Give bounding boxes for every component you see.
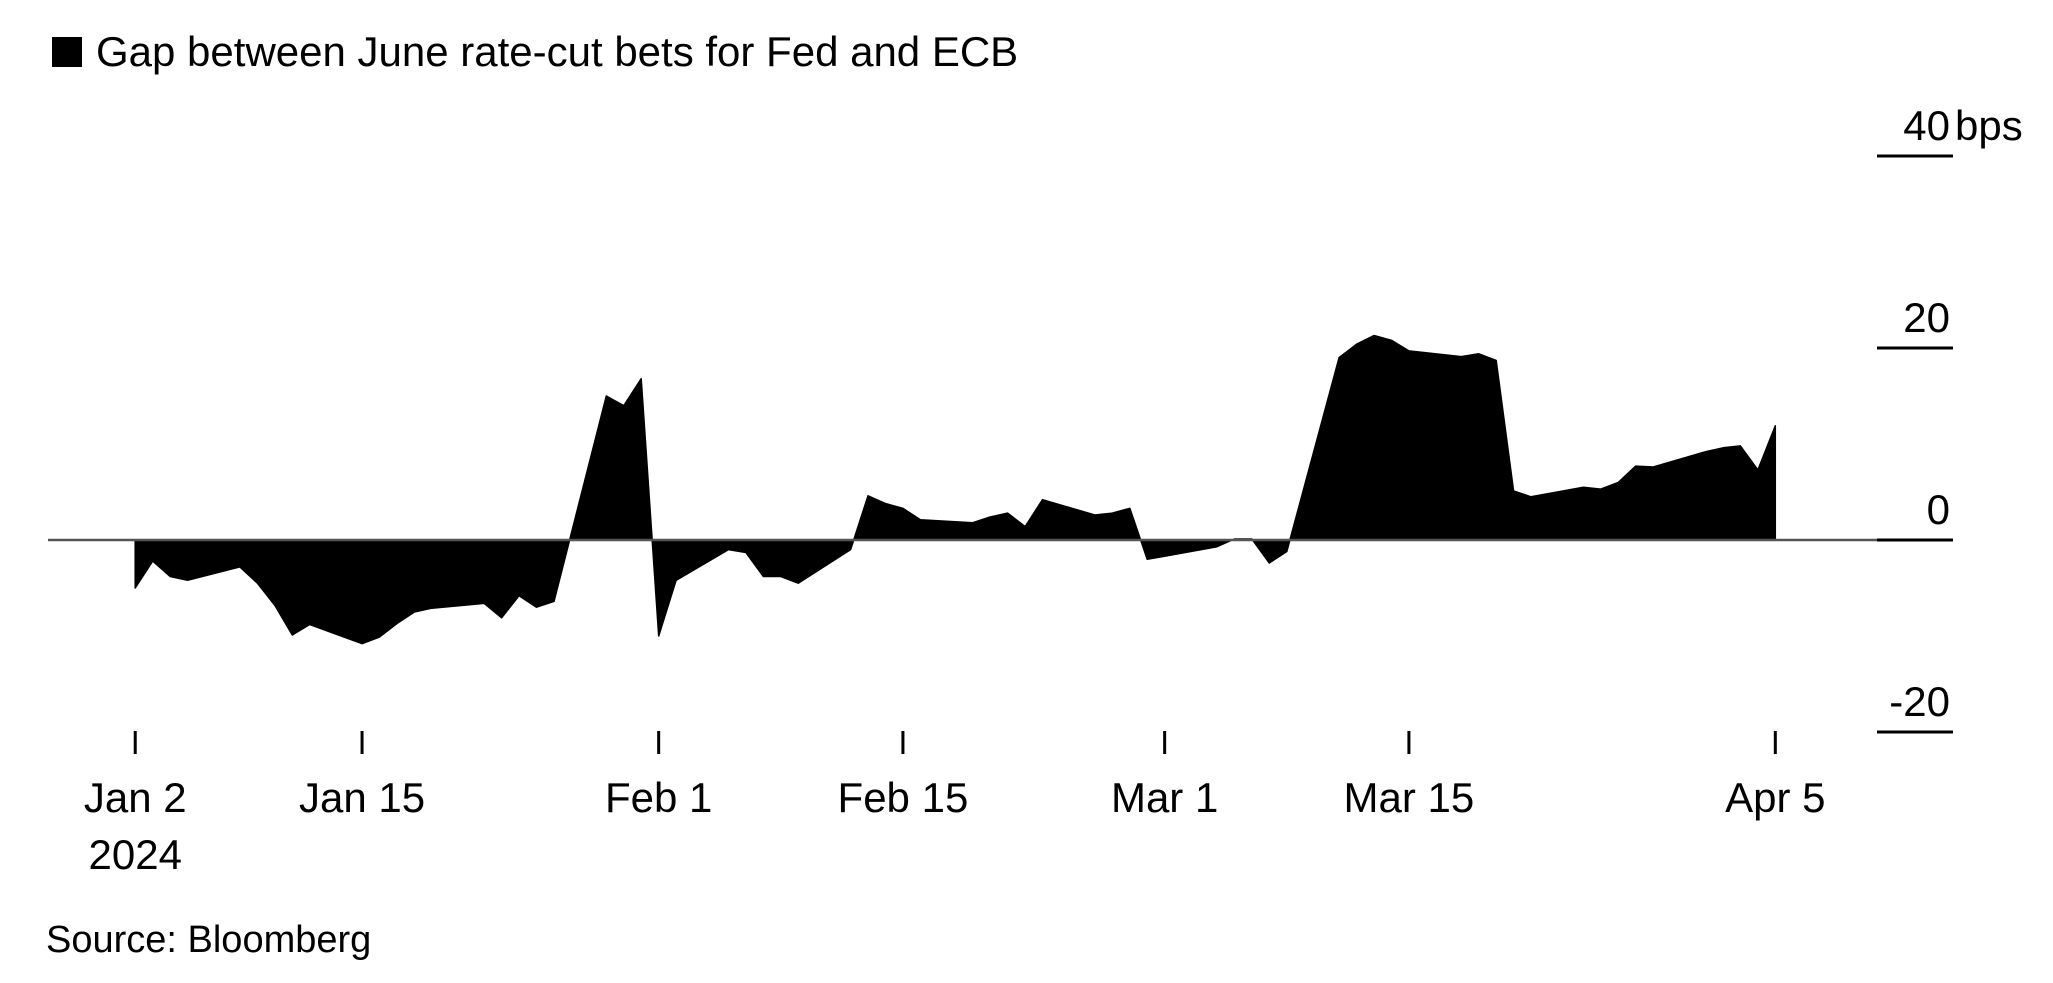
- x-tick-label: Jan 2: [84, 774, 187, 821]
- x-tick-label: Mar 1: [1111, 774, 1218, 821]
- legend-label: Gap between June rate-cut bets for Fed a…: [96, 28, 1019, 75]
- source-note: Source: Bloomberg: [46, 919, 372, 961]
- x-tick-label: Feb 15: [838, 774, 969, 821]
- x-tick-label: Jan 15: [299, 774, 425, 821]
- y-unit-label: bps: [1955, 102, 2023, 149]
- x-tick-label: Feb 1: [605, 774, 712, 821]
- legend: Gap between June rate-cut bets for Fed a…: [52, 28, 1018, 76]
- x-tick-sublabel: 2024: [89, 831, 182, 878]
- y-tick-label: 20: [1903, 294, 1950, 341]
- y-tick-label: -20: [1889, 678, 1950, 725]
- x-tick-label: Mar 15: [1344, 774, 1475, 821]
- y-tick-label: 40: [1903, 102, 1950, 149]
- y-tick-label: 0: [1927, 486, 1950, 533]
- x-tick-label: Apr 5: [1725, 774, 1825, 821]
- legend-swatch: [52, 37, 82, 67]
- gap-area-series: [134, 334, 1777, 645]
